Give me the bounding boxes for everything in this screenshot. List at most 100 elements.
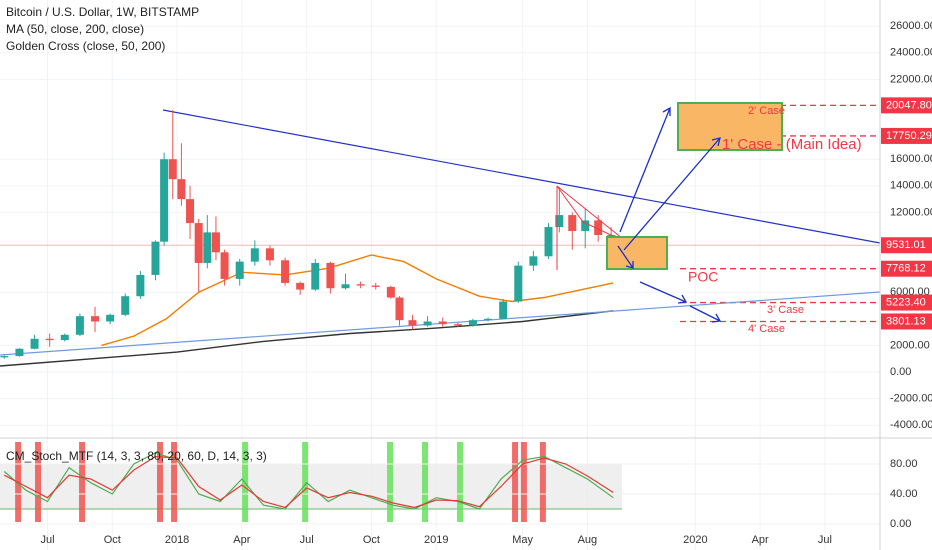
candle-body [211,232,220,253]
line-series [101,254,614,347]
signal-bar [35,442,42,522]
candle-body [453,324,462,326]
candle-body [168,159,177,180]
x-tick-label: Apr [752,534,769,546]
price-label-bg [881,294,932,311]
price-label: 20047.80 [886,99,932,111]
price-label-bg [881,237,932,254]
price-label: 17750.29 [886,130,932,142]
signal-bar [387,442,394,522]
x-tick-label: Jul [40,534,54,546]
candle-body [220,252,229,279]
y-tick-label: 12000.00 [890,206,932,218]
signal-bar [520,442,527,522]
candle-body [341,284,350,289]
x-tick-label: 2020 [683,534,707,546]
stoch-pane [0,442,880,525]
y-tick-label: -2000.00 [890,393,932,405]
candle-body [186,199,195,224]
price-label-bg [881,97,932,114]
candle-body [514,265,523,302]
y-tick-label: 80.00 [890,458,918,470]
candle-body [438,321,447,325]
signal-bar [512,442,519,522]
annotation: 2' Case [748,105,785,117]
y-tick-label: 0.00 [890,366,911,378]
annotation: 3' Case [767,304,804,316]
price-label-bg [881,313,932,330]
candle-body [568,215,577,232]
annotation: 1' Case - (Main Idea) [722,136,862,153]
signal-bar [171,442,178,522]
x-tick-label: Oct [104,534,121,546]
candle-body [395,297,404,321]
candle-body [235,261,244,279]
poc-box [606,236,668,270]
annotation: POC [688,269,718,285]
candle-body [160,159,169,242]
header: MA (50, close, 200, close) [6,22,144,36]
x-tick-label: Aug [578,534,598,546]
triangle [556,185,629,244]
candle-body [106,314,115,322]
y-tick-label: 22000.00 [890,73,932,85]
candle-body [356,284,365,286]
arrows [617,106,722,323]
price-label: 5223.40 [886,296,926,308]
y-tick-label: 0.00 [890,518,911,530]
candle-body [91,316,100,322]
candle-body [75,316,84,335]
x-tick-label: Oct [363,534,380,546]
candle-body [311,262,320,290]
candle-body [594,220,603,236]
stoch-title: CM_Stoch_MTF (14, 3, 3, 80, 20, 60, D, 1… [6,449,267,463]
candle-body [265,248,274,261]
stoch-line [3,452,614,510]
signal-bar [539,442,546,522]
candle-body [326,262,335,289]
y-tick-label: -4000.00 [890,419,932,431]
annotation: 4' Case [748,323,785,335]
x-tick-label: Jul [818,534,832,546]
y-tick-label: 24000.00 [890,47,932,59]
line-series [162,109,881,244]
price-label-bg [881,127,932,144]
signal-bar [421,442,428,522]
price-label: 9531.01 [886,239,926,251]
signal-bar [456,442,463,522]
signal-bar [79,442,86,522]
x-tick-label: May [512,534,533,546]
y-tick-label: 14000.00 [890,180,932,192]
candle-body [194,223,203,263]
candle-body [386,286,395,298]
candle-body [177,179,186,200]
x-tick-label: 2019 [424,534,448,546]
candle-body [468,320,477,326]
candle-body [15,348,24,357]
candle-body [60,334,69,341]
candle-body [408,320,417,326]
candle-body [0,356,9,358]
candle-body [250,248,259,262]
header: Golden Cross (close, 50, 200) [6,39,165,53]
candle-body [296,282,305,290]
candle-body [423,321,432,326]
candle-body [371,285,380,287]
candle-body [203,232,212,263]
target-box [677,102,783,151]
price-label: 7768.12 [886,263,926,275]
candle-body [484,318,493,321]
candle-body [529,256,538,266]
price-label-bg [881,260,932,277]
x-tick-label: Apr [233,534,250,546]
candle-body [30,338,39,349]
price-pane [0,0,881,550]
x-tick-label: Jul [300,534,314,546]
candle-body [544,227,553,257]
signal-bar [302,442,309,522]
price-label: 3801.13 [886,315,926,327]
candle-body [499,301,508,319]
line-series [0,310,614,367]
y-tick-label: 40.00 [890,488,918,500]
